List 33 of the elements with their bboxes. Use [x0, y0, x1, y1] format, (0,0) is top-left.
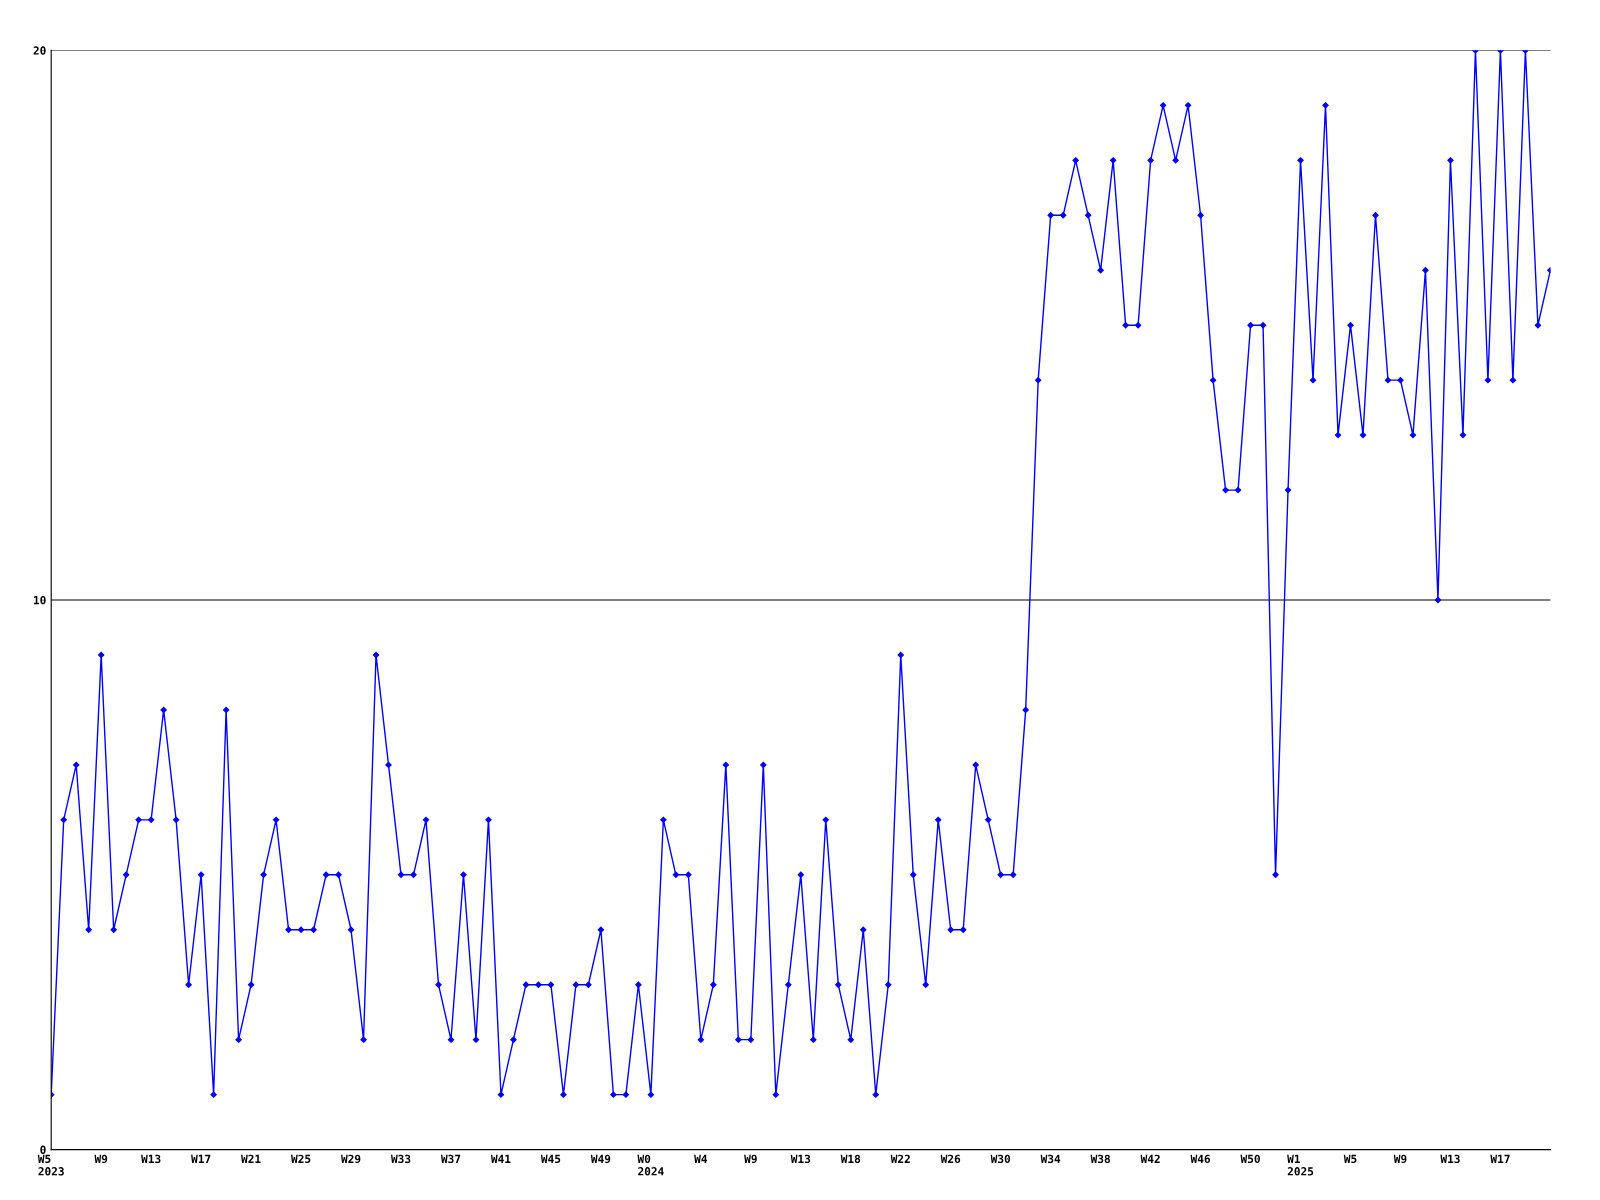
x-tick-label: W1 2025 — [1287, 1154, 1314, 1176]
x-tick-label: W26 — [940, 1154, 961, 1164]
x-tick-label: W33 — [390, 1154, 411, 1164]
x-tick-label: W5 2023 — [37, 1154, 64, 1176]
x-tick-label: W17 — [191, 1154, 211, 1163]
x-tick-label: W18 — [840, 1154, 861, 1164]
x-tick-label: W41 — [490, 1154, 511, 1163]
x-tick-label: W30 — [990, 1154, 1011, 1164]
x-tick-label: W17 — [1490, 1154, 1510, 1163]
x-tick-label: W13 — [790, 1154, 811, 1164]
y-tick-label: 0 — [40, 1145, 46, 1154]
y-tick-label: 10 — [33, 595, 46, 605]
x-tick-label: W5 — [1343, 1154, 1357, 1164]
x-tick-label: W45 — [540, 1154, 561, 1164]
x-tick-label: W42 — [1140, 1154, 1160, 1163]
x-tick-label: W13 — [1440, 1154, 1460, 1164]
x-tick-label: W38 — [1090, 1154, 1110, 1164]
x-tick-label: W29 — [341, 1154, 361, 1164]
x-tick-label: W34 — [1040, 1154, 1061, 1164]
x-tick-label: W46 — [1190, 1154, 1211, 1164]
x-tick-label: W50 — [1240, 1154, 1260, 1164]
x-tick-label: W49 — [590, 1154, 611, 1164]
y-tick-label: 20 — [33, 46, 46, 55]
x-tick-label: W9 — [744, 1154, 757, 1164]
x-tick-label: W21 — [241, 1154, 261, 1163]
x-tick-label: W0 2024 — [637, 1154, 664, 1176]
x-tick-label: W22 — [890, 1154, 910, 1163]
x-tick-label: W4 — [694, 1154, 708, 1163]
x-tick-label: W9 — [1393, 1154, 1407, 1164]
x-tick-label: W37 — [440, 1154, 461, 1164]
x-tick-label: W9 — [94, 1154, 108, 1164]
x-tick-label: W13 — [141, 1154, 161, 1164]
x-tick-label: W25 — [291, 1154, 311, 1164]
